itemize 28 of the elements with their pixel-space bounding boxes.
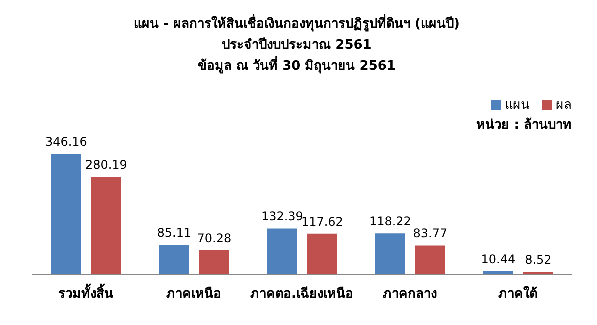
data-label: 10.44 — [481, 252, 516, 266]
bar — [159, 245, 190, 275]
data-label: 70.28 — [197, 231, 232, 246]
data-label: 280.19 — [85, 158, 128, 172]
bar — [267, 228, 298, 275]
data-label: 346.16 — [45, 135, 88, 149]
bar — [415, 246, 446, 275]
bar — [307, 234, 338, 275]
data-label: 85.11 — [157, 226, 192, 240]
x-tick-label: ภาคใต้ — [498, 285, 538, 302]
bar — [51, 154, 82, 275]
x-tick-label: รวมทั้งสิ้น — [58, 283, 114, 302]
chart-title: แผน - ผลการให้สินเชื่อเงินกองทุนการปฏิรูปที่ดินฯ (แผนปี) — [133, 14, 461, 34]
text: หน่วย : ล้านบาท — [476, 116, 572, 135]
x-tick-label: ภาคตอ.เฉียงเหนือ — [250, 286, 354, 302]
legend-label: แผน — [504, 97, 530, 115]
data-label: 132.39 — [261, 210, 304, 224]
data-label: 8.52 — [525, 253, 552, 268]
chart-subtitle: ประจำปีงบประมาณ 2561 ข้อมูล ณ วันที่ 30 มิถุนายน 2561 — [197, 36, 397, 76]
data-label: 83.77 — [413, 226, 448, 241]
bar — [91, 177, 122, 275]
legend-label: ผล — [555, 97, 572, 115]
bar — [375, 234, 406, 275]
x-tick-label: ภาคเหนือ — [166, 286, 222, 302]
x-tick-label: ภาคกลาง — [383, 287, 437, 302]
data-label: 117.62 — [301, 214, 344, 229]
data-label: 118.22 — [369, 214, 412, 229]
bar — [199, 250, 230, 275]
